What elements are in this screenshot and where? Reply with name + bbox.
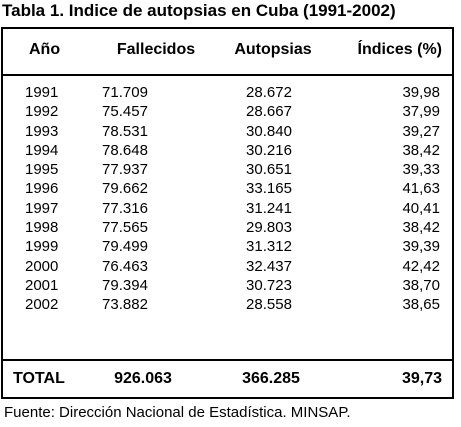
cell-deaths: 73.882 (102, 296, 148, 314)
cell-year: 1998 (25, 219, 59, 237)
cell-autopsies: 30.840 (246, 122, 292, 140)
cell-index: 37,99 (402, 103, 440, 121)
cell-autopsies: 30.723 (246, 276, 292, 294)
cell-year: 2000 (25, 257, 59, 275)
cell-deaths: 78.648 (102, 141, 148, 159)
total-row: TOTAL 926.063 366.285 39,73 (3, 370, 452, 390)
cell-deaths: 75.457 (102, 103, 148, 121)
total-deaths: 926.063 (114, 370, 172, 387)
cell-year: 1991 (25, 84, 59, 101)
table-row: 1999 79.499 31.312 39,39 (3, 238, 452, 257)
cell-deaths: 77.937 (102, 161, 148, 179)
cell-deaths: 79.499 (102, 238, 148, 256)
cell-deaths: 77.565 (102, 219, 148, 237)
cell-year: 1997 (25, 199, 59, 217)
cell-index: 42,42 (402, 257, 440, 275)
total-index: 39,73 (401, 370, 442, 387)
table-body: 1991 71.709 28.672 39,98 1992 75.457 28.667 37,… (3, 84, 452, 316)
table-row: 1997 77.316 31.241 40,41 (3, 200, 452, 219)
table-row: 1991 71.709 28.672 39,98 (3, 84, 452, 103)
cell-year: 1992 (25, 103, 59, 121)
header-index: Índices (%) (357, 41, 442, 58)
cell-year: 1995 (25, 161, 59, 179)
cell-index: 38,65 (402, 296, 440, 314)
table-row: 1992 75.457 28.667 37,99 (3, 103, 452, 122)
cell-index: 39,39 (402, 238, 440, 256)
table-row: 1998 77.565 29.803 38,42 (3, 219, 452, 238)
cell-index: 39,33 (402, 161, 440, 179)
cell-autopsies: 28.667 (246, 103, 292, 121)
cell-index: 38,70 (402, 276, 440, 294)
cell-year: 1996 (25, 180, 59, 198)
cell-index: 41,63 (402, 180, 440, 198)
table-row: 1993 78.531 30.840 39,27 (3, 123, 452, 142)
table-row: 2002 73.882 28.558 38,65 (3, 296, 452, 315)
cell-index: 38,42 (402, 219, 440, 237)
cell-year: 1993 (25, 122, 59, 140)
cell-index: 40,41 (402, 199, 440, 217)
table-title: Tabla 1. Indice de autopsias en Cuba (19… (2, 1, 396, 20)
cell-year: 1999 (25, 238, 59, 256)
cell-index: 39,27 (402, 122, 440, 140)
header-year: Año (29, 41, 61, 58)
cell-autopsies: 29.803 (246, 219, 292, 237)
cell-autopsies: 30.651 (246, 161, 292, 179)
cell-autopsies: 31.241 (246, 199, 292, 217)
cell-autopsies: 31.312 (246, 238, 292, 256)
cell-autopsies: 32.437 (246, 257, 292, 275)
table-row: 1994 78.648 30.216 38,42 (3, 142, 452, 161)
header-divider (3, 74, 452, 76)
table-row: 1995 77.937 30.651 39,33 (3, 161, 452, 180)
cell-deaths: 77.316 (102, 199, 148, 217)
cell-year: 2002 (25, 296, 59, 314)
table-frame: Año Fallecidos Autopsias Índices (%) 199… (1, 27, 454, 399)
table-row: 1996 79.662 33.165 41,63 (3, 180, 452, 199)
cell-index: 39,98 (402, 84, 440, 101)
cell-autopsies: 28.558 (246, 296, 292, 314)
table-row: 2001 79.394 30.723 38,70 (3, 277, 452, 296)
cell-deaths: 79.394 (102, 276, 148, 294)
cell-autopsies: 33.165 (246, 180, 292, 198)
header-deaths: Fallecidos (116, 41, 196, 58)
source-note: Fuente: Dirección Nacional de Estadístic… (4, 404, 351, 421)
cell-deaths: 76.463 (102, 257, 148, 275)
table-row: 2000 76.463 32.437 42,42 (3, 258, 452, 277)
cell-year: 2001 (25, 276, 59, 294)
total-autopsies: 366.285 (242, 370, 300, 387)
cell-deaths: 71.709 (102, 84, 148, 101)
cell-year: 1994 (25, 141, 59, 159)
total-divider (3, 359, 452, 361)
cell-autopsies: 30.216 (246, 141, 292, 159)
header-autopsies: Autopsias (234, 41, 312, 58)
cell-deaths: 78.531 (102, 122, 148, 140)
cell-deaths: 79.662 (102, 180, 148, 198)
cell-index: 38,42 (402, 141, 440, 159)
total-label: TOTAL (13, 370, 65, 387)
cell-autopsies: 28.672 (246, 84, 292, 101)
